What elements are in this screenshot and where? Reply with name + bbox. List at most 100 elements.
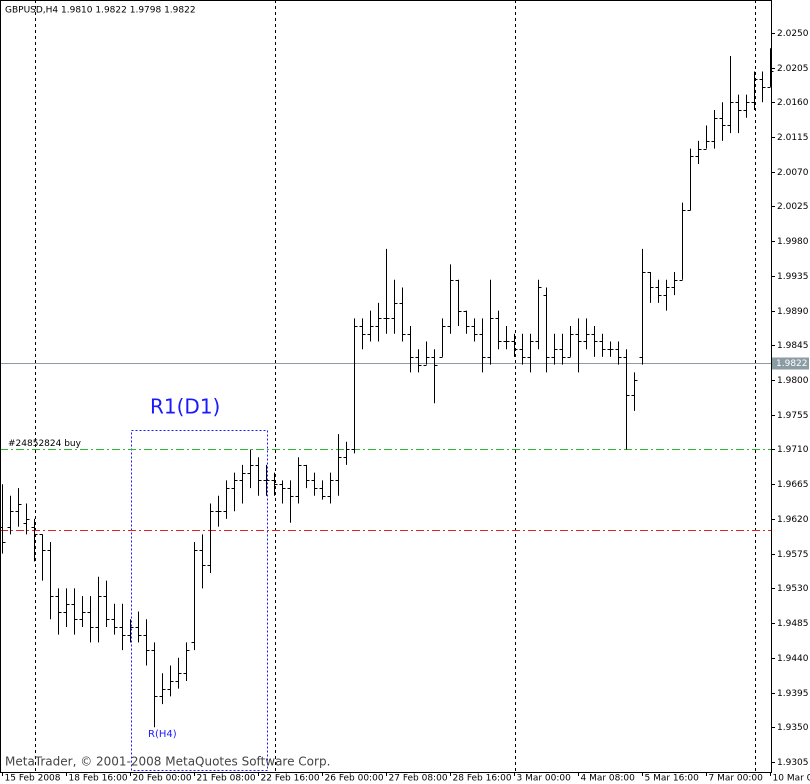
- ohlc-bar: [631, 372, 638, 411]
- ohlc-bar: [199, 534, 206, 589]
- ohlc-bar: [727, 56, 734, 134]
- y-tick-label: 1.9845: [777, 341, 809, 351]
- ohlc-bar: [215, 495, 222, 527]
- x-tick-label: 22 Feb 16:00: [261, 774, 320, 784]
- ohlc-bar: [751, 71, 758, 111]
- x-tick-label: 28 Feb 16:00: [453, 774, 512, 784]
- ohlc-bar: [551, 333, 558, 365]
- ohlc-bar: [223, 480, 230, 519]
- period-separators: [35, 0, 756, 772]
- ohlc-bar: [247, 449, 254, 489]
- ohlc-bar: [279, 480, 286, 504]
- ohlc-bar: [15, 488, 22, 527]
- ohlc-bar: [647, 272, 654, 303]
- ohlc-bar: [271, 472, 278, 496]
- y-tick-label: 1.9755: [777, 411, 809, 421]
- ohlc-bar: [671, 272, 678, 296]
- ohlc-bar: [239, 464, 246, 504]
- price-tag-label: 1.9822: [776, 359, 808, 369]
- x-tick-label: 5 Mar 16:00: [645, 774, 700, 784]
- ohlc-bar: [639, 248, 646, 365]
- ohlc-bar: [447, 264, 454, 334]
- ohlc-bar: [135, 611, 142, 643]
- ohlc-bar: [711, 110, 718, 149]
- ohlc-bar: [535, 279, 542, 350]
- ohlc-bar: [543, 287, 550, 373]
- ohlc-bar: [471, 318, 478, 342]
- level-label: #24852824 buy: [8, 439, 82, 449]
- x-tick-label: 4 Mar 08:00: [581, 774, 636, 784]
- y-tick-label: 1.9350: [777, 723, 809, 733]
- ohlc-bar: [487, 279, 494, 365]
- ohlc-bar: [399, 287, 406, 342]
- y-tick-label: 1.9530: [777, 584, 809, 594]
- ohlc-bar: [439, 318, 446, 358]
- ohlc-bar: [463, 310, 470, 334]
- y-tick-label: 2.0070: [777, 168, 809, 178]
- x-tick-label: 7 Mar 00:00: [709, 774, 764, 784]
- ohlc-bar: [175, 657, 182, 689]
- ohlc-bar: [703, 125, 710, 150]
- watermark: MetaTrader, © 2001-2008 MetaQuotes Softw…: [5, 755, 330, 769]
- plot: 2.0250 2.0205 2.0160 2.0115 2.0070 2.0025 1.99…: [0, 29, 810, 784]
- ohlc-bar: [455, 279, 462, 327]
- ohlc-bar: [31, 518, 38, 562]
- x-tick-label: 26 Feb 00:00: [325, 774, 384, 784]
- ohlc-bar: [431, 349, 438, 404]
- x-tick-label: 21 Feb 08:00: [197, 774, 256, 784]
- ohlc-bar: [591, 326, 598, 357]
- ohlc-bar: [255, 457, 262, 496]
- y-tick-label: 1.9935: [777, 272, 809, 282]
- ohlc-bar: [183, 642, 190, 681]
- ohlc-bar: [423, 341, 430, 366]
- ohlc-bar: [495, 310, 502, 350]
- y-tick-label: 2.0205: [777, 64, 809, 74]
- ohlc-bar: [759, 71, 766, 103]
- ohlc-bar: [583, 318, 590, 350]
- ohlc-bar: [143, 619, 150, 666]
- ohlc-bar: [351, 318, 358, 454]
- y-tick-label: 1.9305: [777, 758, 809, 768]
- y-tick-label: 1.9620: [777, 515, 809, 525]
- ohlc-bar: [599, 333, 606, 357]
- y-tick-label: 1.9710: [777, 445, 809, 455]
- ohlc-bar: [119, 603, 126, 651]
- ohlc-bar: [7, 495, 14, 535]
- ohlc-bar: [263, 464, 270, 496]
- ohlc-bar: [95, 576, 102, 643]
- ohlc-bar: [479, 318, 486, 373]
- zone-label: R1(D1): [150, 395, 220, 419]
- x-tick-label: 10 Mar 00:00: [773, 774, 810, 784]
- ohlc-bar: [127, 619, 134, 643]
- y-tick-label: 2.0160: [777, 98, 809, 108]
- y-tick-label: 1.9440: [777, 654, 809, 664]
- ohlc-bar: [231, 472, 238, 512]
- ohlc-bar: [47, 542, 54, 620]
- ohlc-bar: [23, 503, 30, 535]
- ohlc-bar: [151, 642, 158, 728]
- ohlc-bar: [687, 148, 694, 211]
- ohlc-bar: [191, 542, 198, 651]
- x-tick-label: 18 Feb 16:00: [69, 774, 128, 784]
- chart-header: GBPUSD,H4 1.9810 1.9822 1.9798 1.9822: [5, 6, 196, 16]
- zone-box: [131, 430, 268, 771]
- y-tick-label: 2.0250: [777, 29, 809, 39]
- ohlc-bar: [303, 464, 310, 489]
- ohlc-bar: [367, 310, 374, 342]
- ohlc-bar: [695, 140, 702, 165]
- ohlc-bar: [311, 472, 318, 496]
- ohlc-bar: [735, 94, 742, 134]
- ohlc-bar: [655, 279, 662, 303]
- y-tick-label: 1.9890: [777, 307, 809, 317]
- ohlc-bar: [519, 333, 526, 365]
- ohlc-bar: [319, 480, 326, 500]
- ohlc-bar: [103, 580, 110, 627]
- ohlc-bar: [383, 248, 390, 334]
- ohlc-bar: [663, 279, 670, 311]
- ohlc-bar: [575, 318, 582, 373]
- ohlc-bar: [359, 318, 366, 350]
- ohlc-bar: [295, 457, 302, 504]
- ohlc-bar: [615, 341, 622, 365]
- ohlc-bar: [567, 326, 574, 358]
